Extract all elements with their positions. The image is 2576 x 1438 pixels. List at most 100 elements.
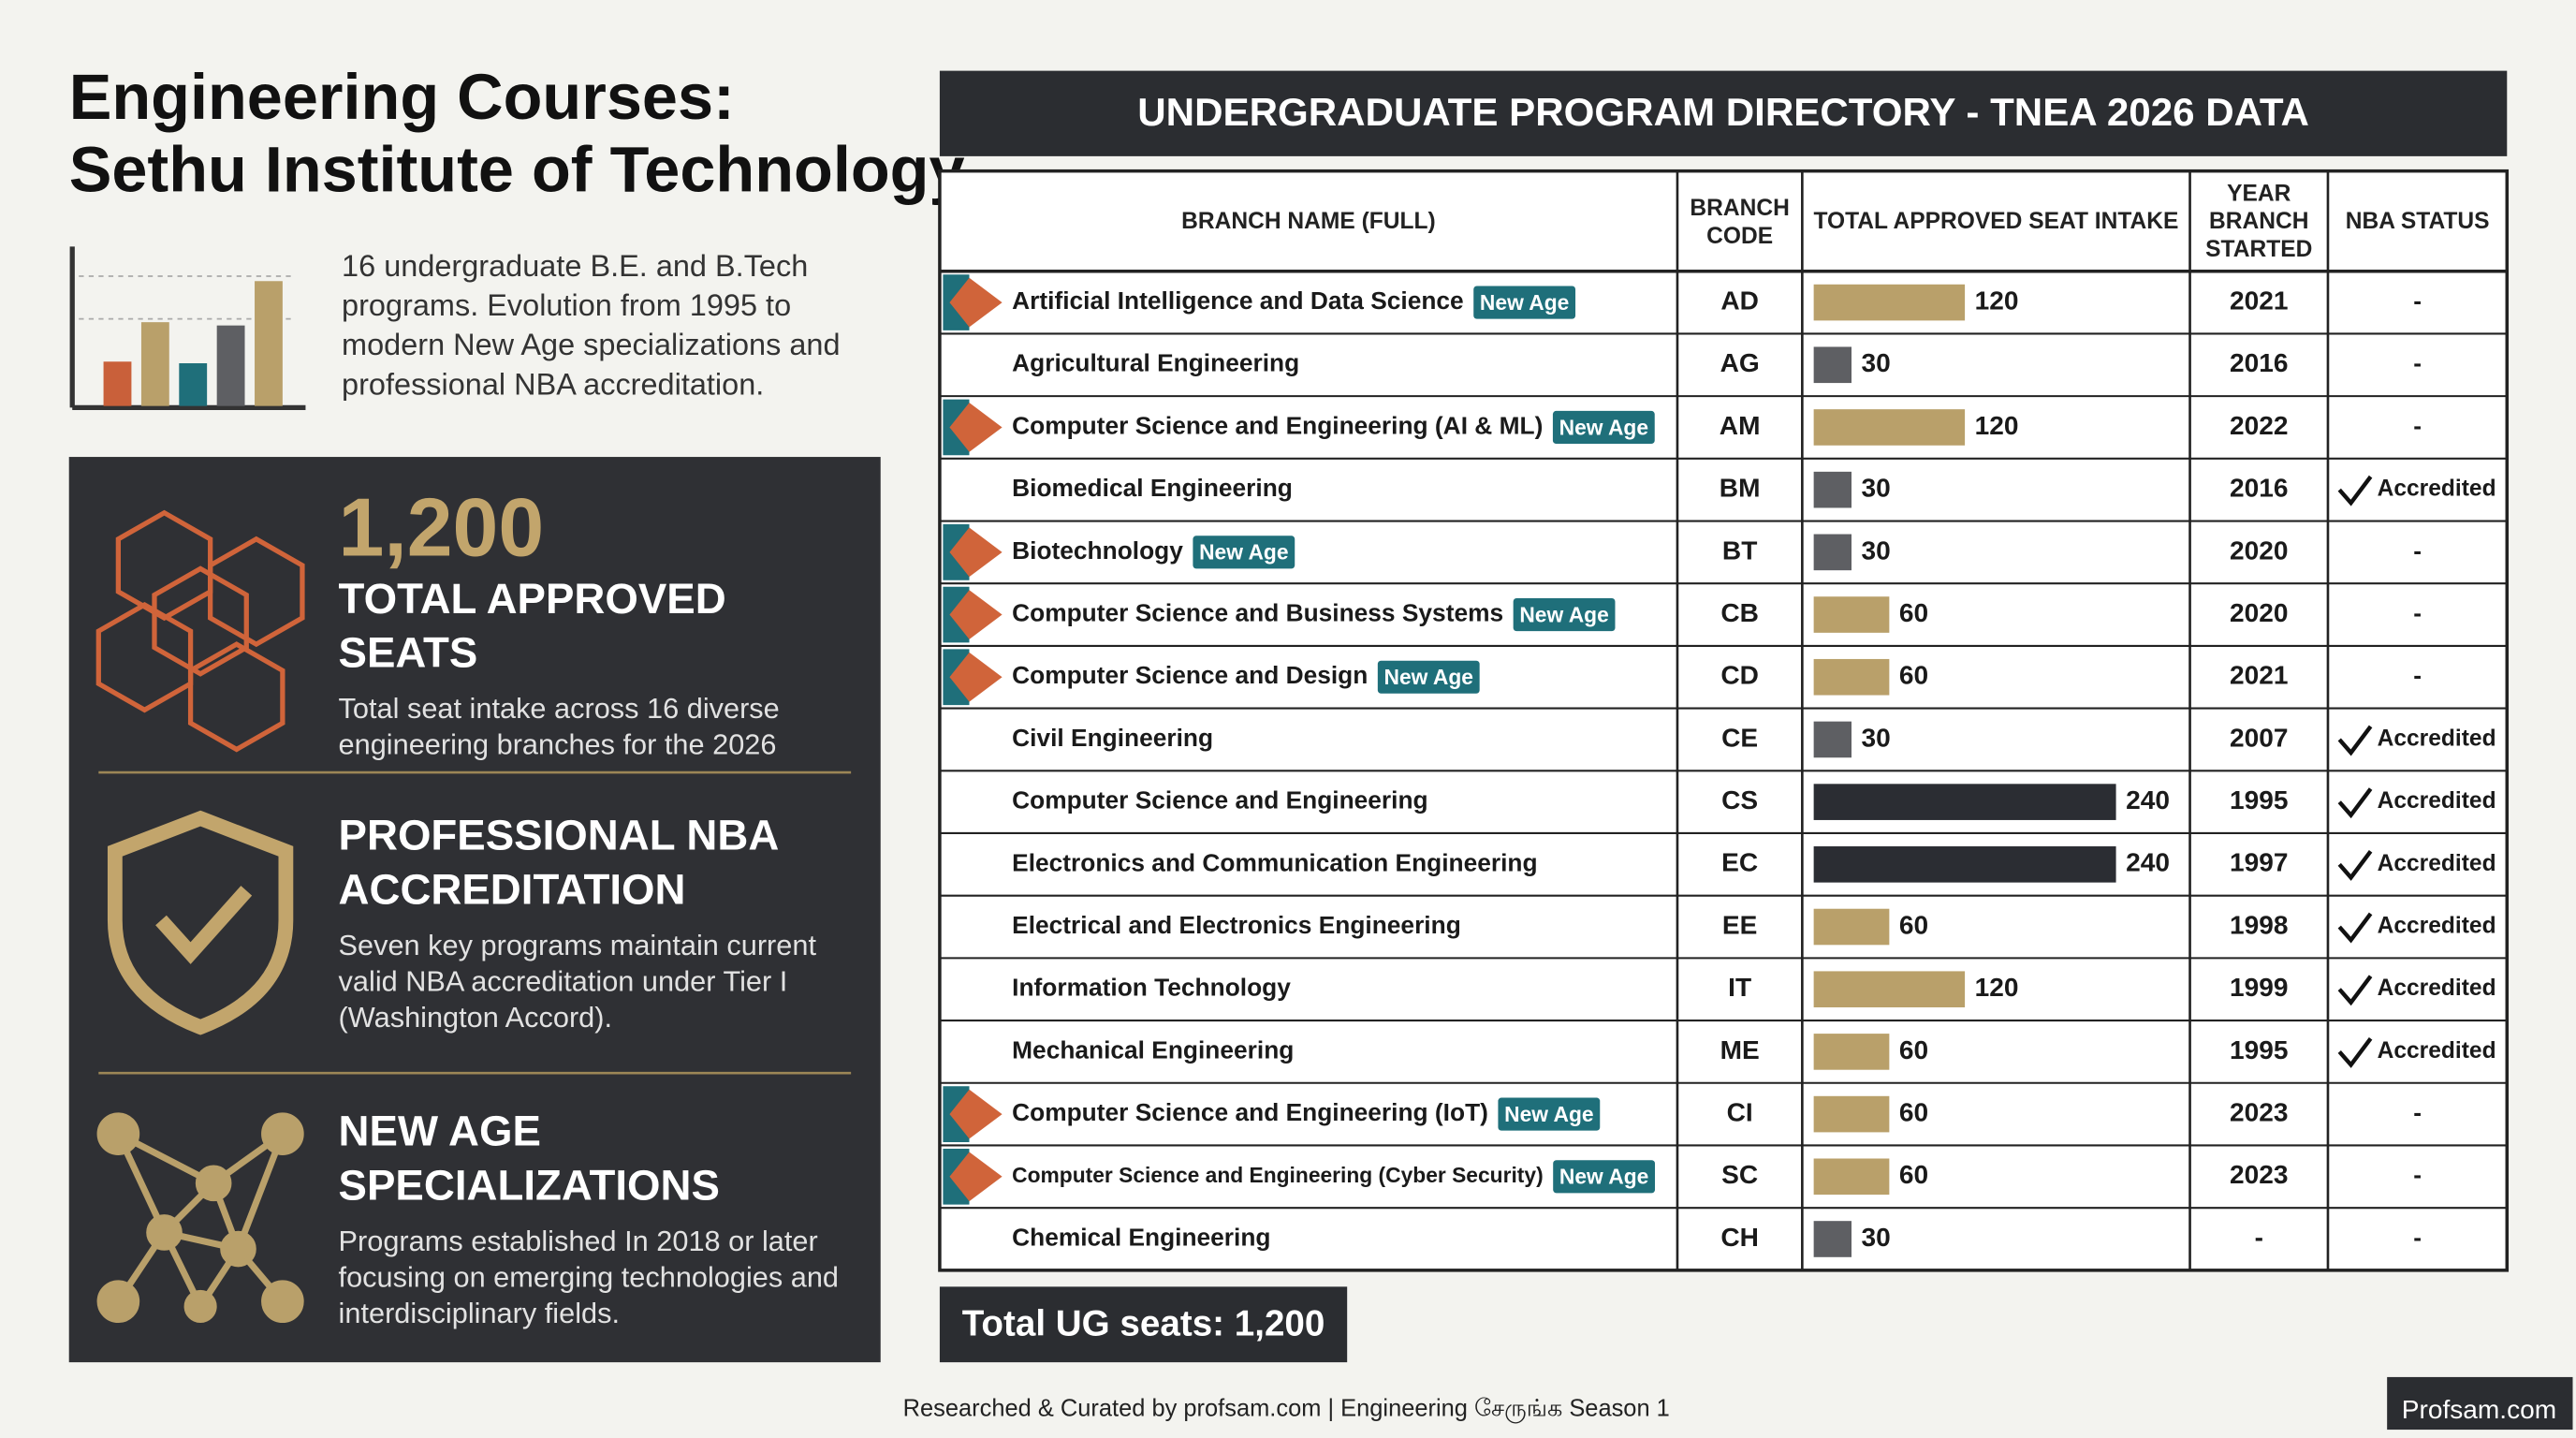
title: Sethu Institute of Technology [69,133,965,205]
nba-status: Accredited [2378,1038,2496,1064]
branch-name: Computer Science and Engineering (Cyber … [1012,1163,1544,1187]
column-header: BRANCH NAME (FULL) [1181,207,1436,234]
seat-intake: 120 [1975,411,2019,440]
branch-code: CI [1727,1098,1753,1127]
branch-code: AM [1720,411,1761,440]
seat-bar [1813,658,1890,696]
seat-intake: 30 [1862,536,1891,565]
branch-name: Mechanical Engineering [1012,1035,1294,1064]
column-header: BRANCH CODE [1690,193,1790,248]
seat-bar [1813,284,1966,321]
branch-name: Agricultural Engineering [1012,349,1299,377]
seat-intake: 120 [1975,973,2019,1002]
branch-code: AG [1720,348,1760,377]
branch-name: Information Technology [1012,974,1291,1002]
total-box [939,1286,1348,1363]
branch-name: Computer Science and Design [1012,661,1368,689]
seat-bar [1813,784,2116,820]
branch-name: Computer Science and Engineering (IoT) [1012,1098,1488,1126]
seat-bar [1813,1095,1890,1133]
seat-bar [1813,534,1852,571]
badge: New Age [1559,415,1648,439]
header-cell: BRANCH CODE [1690,193,1790,248]
nba-status: Accredited [2378,851,2496,876]
nba-status: - [2413,1098,2422,1126]
nba-status: - [2413,599,2422,627]
branch-name: Chemical Engineering [1012,1223,1270,1251]
column-header: TOTAL APPROVED SEAT INTAKE [1813,207,2179,234]
badge-bg [1498,1097,1601,1131]
seat-bar [1813,471,1852,508]
badge: New Age [1384,665,1473,689]
year-started: 2023 [2230,1160,2288,1189]
check-icon [2337,849,2373,881]
badge: New Age [1519,602,1608,626]
year-started: 1997 [2230,848,2288,877]
nba-status: Accredited [2378,788,2496,814]
year-started: - [2255,1223,2263,1252]
seat-bar [1813,409,1966,446]
check-icon [2337,912,2373,944]
branch-code: SC [1721,1160,1758,1189]
year-started: 2020 [2230,536,2288,565]
nba-status: - [2413,661,2422,689]
seat-intake: 60 [1899,910,1928,939]
highlight-card: NEW AGE SPECIALIZATIONS Programs establi… [339,1106,839,1329]
branch-name: Computer Science and Engineering (AI & M… [1012,411,1543,439]
seat-bar [1813,1158,1890,1196]
highlight-value: 1,200 [338,483,545,574]
seat-bar [1813,596,1890,633]
year-started: 2020 [2230,598,2288,627]
badge-bg [1193,536,1295,569]
header-cell: TOTAL APPROVED SEAT INTAKE [1813,207,2179,234]
seat-intake: 30 [1862,723,1891,752]
nba-status: - [2413,536,2422,565]
branch-code: CB [1720,598,1759,627]
branch-code: CE [1721,723,1758,752]
year-started: 2021 [2230,661,2288,690]
badge-bg [1513,598,1616,632]
badge: New Age [1480,290,1569,315]
chart-icon [69,246,306,411]
logo: Profsam.com [2402,1395,2556,1424]
branch-code: CD [1720,661,1759,690]
table-title: UNDERGRADUATE PROGRAM DIRECTORY - TNEA 2… [1137,90,2309,134]
badge-bg [1473,286,1576,319]
nba-status: - [2413,411,2422,439]
seat-intake: 30 [1862,1223,1891,1252]
seat-bar [1813,971,1966,1008]
nba-status: - [2413,1223,2422,1251]
new-age-marker [949,527,1003,578]
description-box: 16 undergraduate B.E. and B.Tech program… [342,248,840,401]
badge-bg [1377,660,1480,694]
new-age-marker [949,1089,1003,1139]
year-started: 2021 [2230,286,2288,315]
column-header: NBA STATUS [2345,207,2490,234]
badge-bg [1552,410,1655,445]
branch-code: CH [1720,1223,1759,1252]
new-age-marker [949,403,1003,452]
year-started: 1995 [2230,1035,2288,1064]
seat-bar [1813,846,2116,883]
nba-status: - [2413,349,2422,377]
year-started: 1995 [2230,785,2288,814]
nba-status: - [2413,1161,2422,1189]
year-started: 1999 [2230,973,2288,1002]
seat-intake: 120 [1975,286,2019,315]
year-started: 1998 [2230,910,2288,939]
year-started: 2022 [2230,411,2288,440]
branch-code: IT [1728,973,1751,1002]
branch-code: ME [1720,1035,1760,1064]
seat-bar [1813,1221,1852,1257]
table: BRANCH NAME (FULL) BRANCH CODE TOTAL APPRO… [938,169,2510,1272]
highlight-card: 1,200 TOTAL APPROVED SEATS Total seat in… [338,483,780,766]
new-age-marker [949,1152,1003,1202]
seat-bar [1813,1034,1890,1070]
branch-name: Biotechnology [1012,536,1183,565]
nba-status: Accredited [2378,976,2496,1001]
nba-status: Accredited [2378,726,2496,751]
branch-name: Artificial Intelligence and Data Science [1012,286,1464,315]
header-cell: BRANCH NAME (FULL) [1181,207,1436,234]
